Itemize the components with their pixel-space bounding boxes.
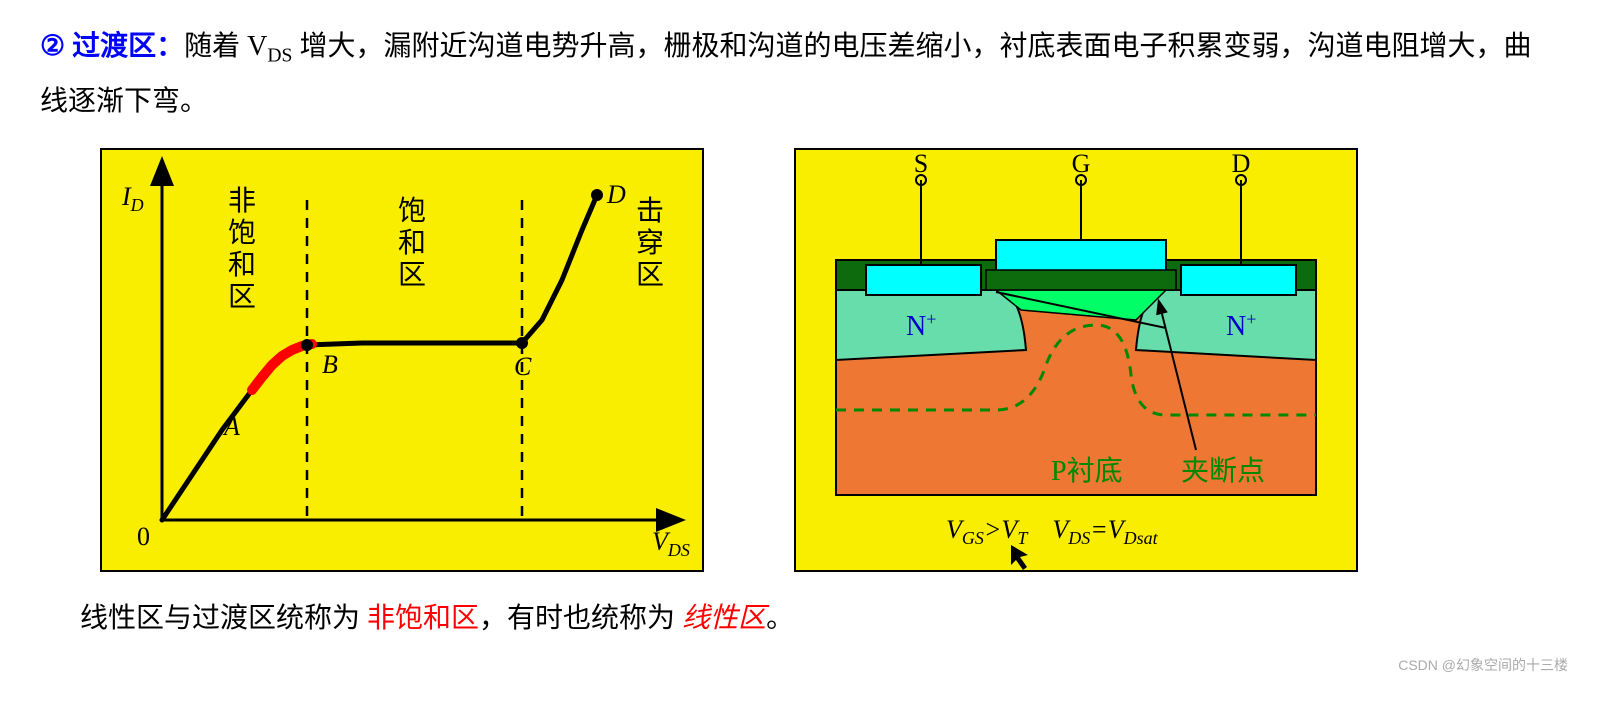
mosfet-cross-section: SGDN+N+P衬底夹断点VGS>VTVDS=VDsat xyxy=(794,148,1358,572)
footer-red-2: 线性区 xyxy=(682,603,766,634)
svg-text:S: S xyxy=(914,149,928,178)
svg-text:B: B xyxy=(322,350,338,379)
watermark: CSDN @幻象空间的十三楼 xyxy=(1398,655,1568,675)
svg-text:0: 0 xyxy=(137,522,150,551)
section-title: 过渡区 xyxy=(72,31,156,62)
svg-text:饱: 饱 xyxy=(228,217,256,249)
diagram-row: ABCDIDVDS0非饱和区饱和区击穿区 SGDN+N+P衬底夹断点VGS>VT… xyxy=(100,148,1558,572)
heading-paragraph: ② 过渡区：随着 VDS 增大，漏附近沟道电势升高，栅极和沟道的电压差缩小，衬底… xyxy=(40,20,1558,128)
svg-text:和: 和 xyxy=(398,227,426,259)
body-sub-1: DS xyxy=(267,46,292,67)
svg-text:G: G xyxy=(1072,149,1091,178)
colon: ： xyxy=(156,31,184,62)
svg-text:夹断点: 夹断点 xyxy=(1181,455,1265,487)
svg-text:D: D xyxy=(1232,149,1251,178)
svg-text:D: D xyxy=(606,180,626,209)
svg-text:非: 非 xyxy=(228,185,256,217)
footer-2: ，有时也统称为 xyxy=(479,603,682,634)
svg-text:区: 区 xyxy=(398,260,426,291)
svg-text:区: 区 xyxy=(636,260,664,291)
body-1: 随着 V xyxy=(184,31,267,62)
footer-1: 线性区与过渡区统称为 xyxy=(80,603,367,634)
footer-paragraph: 线性区与过渡区统称为 非饱和区，有时也统称为 线性区。 xyxy=(80,592,1558,645)
footer-red-1: 非饱和区 xyxy=(367,603,479,634)
svg-text:P衬底: P衬底 xyxy=(1051,455,1123,487)
section-number: ② xyxy=(40,31,65,62)
svg-text:C: C xyxy=(514,352,532,381)
iv-curve-chart: ABCDIDVDS0非饱和区饱和区击穿区 xyxy=(100,148,704,572)
svg-text:区: 区 xyxy=(228,282,256,313)
svg-text:穿: 穿 xyxy=(636,227,664,259)
svg-text:击: 击 xyxy=(636,195,664,227)
footer-3: 。 xyxy=(766,603,794,634)
svg-text:和: 和 xyxy=(228,249,256,281)
svg-text:A: A xyxy=(222,412,240,441)
svg-text:饱: 饱 xyxy=(398,195,426,227)
